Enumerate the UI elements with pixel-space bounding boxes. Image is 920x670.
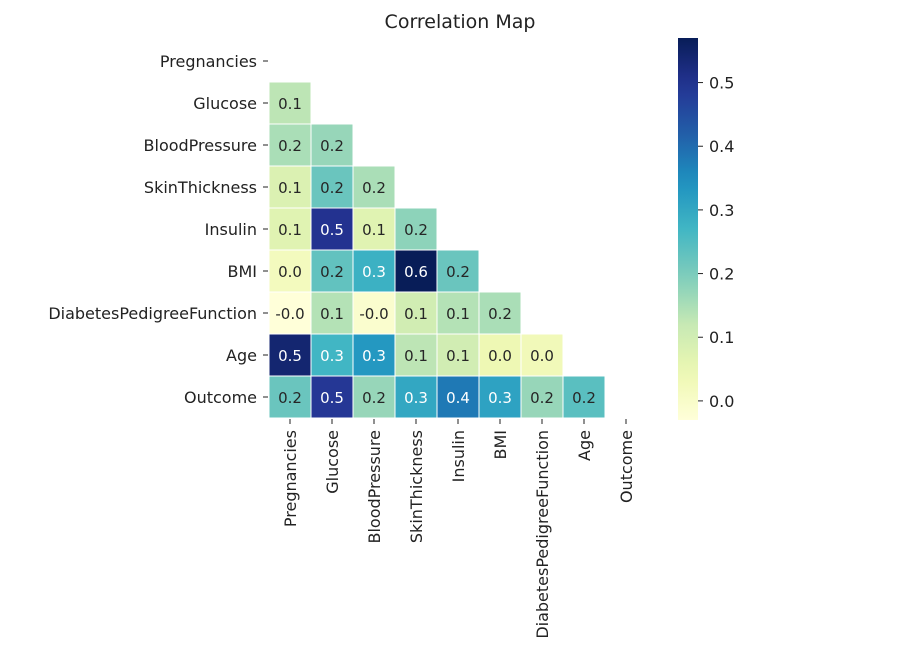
colorbar-tick-label: 0.5 bbox=[709, 74, 734, 93]
heatmap-cell bbox=[352, 165, 396, 209]
cell-value-label: 0.3 bbox=[404, 389, 428, 407]
heatmap-cell bbox=[394, 249, 438, 293]
heatmap-cell bbox=[436, 291, 480, 335]
cell-value-label: -0.0 bbox=[359, 305, 388, 323]
heatmap-cell bbox=[352, 291, 396, 335]
x-tick-label: Outcome bbox=[617, 430, 636, 503]
heatmap-cell bbox=[310, 249, 354, 293]
y-tick-label: Insulin bbox=[205, 220, 257, 239]
colorbar-tick-label: 0.0 bbox=[709, 392, 734, 411]
x-axis: Pregnancies Glucose BloodPressure SkinThick… bbox=[281, 419, 636, 639]
chart-title: Correlation Map bbox=[385, 11, 536, 33]
x-tick-label: Glucose bbox=[323, 430, 342, 494]
colorbar-tick-label: 0.2 bbox=[709, 265, 734, 284]
cell-value-label: 0.2 bbox=[488, 305, 512, 323]
heatmap-cell bbox=[478, 291, 522, 335]
cell-value-label: 0.5 bbox=[320, 221, 344, 239]
cell-value-label: 0.3 bbox=[320, 347, 344, 365]
heatmap-cell bbox=[268, 123, 312, 167]
y-tick-label: BMI bbox=[228, 262, 258, 281]
cell-value-label: 0.2 bbox=[446, 263, 470, 281]
colorbar-tick-label: 0.3 bbox=[709, 201, 734, 220]
heatmap-cell bbox=[268, 333, 312, 377]
y-axis: Pregnancies Glucose BloodPressure SkinThick… bbox=[48, 52, 268, 407]
heatmap-cell bbox=[394, 291, 438, 335]
x-tick-label: Insulin bbox=[449, 430, 468, 482]
heatmap-cell bbox=[520, 375, 564, 419]
heatmap-cell bbox=[310, 207, 354, 251]
heatmap-cell bbox=[310, 291, 354, 335]
cell-value-label: 0.1 bbox=[446, 305, 470, 323]
cell-value-label: 0.1 bbox=[362, 221, 386, 239]
colorbar-gradient bbox=[678, 38, 698, 420]
cell-value-label: 0.0 bbox=[278, 263, 302, 281]
cell-value-label: 0.2 bbox=[362, 389, 386, 407]
heatmap-cell bbox=[268, 291, 312, 335]
cell-value-label: 0.5 bbox=[278, 347, 302, 365]
cell-value-label: -0.0 bbox=[275, 305, 304, 323]
colorbar: 0.0 0.1 0.2 0.3 0.4 0.5 bbox=[678, 38, 734, 420]
cell-value-label: 0.1 bbox=[404, 305, 428, 323]
heatmap-cell bbox=[268, 375, 312, 419]
cell-value-label: 0.1 bbox=[320, 305, 344, 323]
cell-value-label: 0.2 bbox=[320, 179, 344, 197]
heatmap-cells bbox=[268, 81, 606, 419]
heatmap-cell bbox=[268, 81, 312, 125]
heatmap-cell bbox=[352, 375, 396, 419]
heatmap-cell bbox=[520, 333, 564, 377]
y-tick-label: Age bbox=[226, 346, 257, 365]
heatmap-cell bbox=[478, 375, 522, 419]
cell-value-label: 0.1 bbox=[404, 347, 428, 365]
y-tick-label: DiabetesPedigreeFunction bbox=[48, 304, 257, 323]
cell-value-label: 0.2 bbox=[278, 137, 302, 155]
x-tick-label: DiabetesPedigreeFunction bbox=[533, 430, 552, 639]
heatmap-cell bbox=[394, 207, 438, 251]
y-tick-label: Glucose bbox=[193, 94, 257, 113]
cell-value-label: 0.3 bbox=[362, 263, 386, 281]
y-tick-label: Pregnancies bbox=[160, 52, 257, 71]
cell-value-label: 0.0 bbox=[530, 347, 554, 365]
x-tick-label: SkinThickness bbox=[407, 430, 426, 543]
cell-value-label: 0.0 bbox=[488, 347, 512, 365]
cell-value-label: 0.2 bbox=[572, 389, 596, 407]
heatmap-cell bbox=[310, 333, 354, 377]
x-tick-label: Pregnancies bbox=[281, 430, 300, 527]
x-tick-label: BMI bbox=[491, 430, 510, 460]
cell-value-label: 0.1 bbox=[446, 347, 470, 365]
x-tick-label: Age bbox=[575, 430, 594, 461]
cell-value-label: 0.1 bbox=[278, 221, 302, 239]
y-tick-label: BloodPressure bbox=[144, 136, 257, 155]
colorbar-tick-label: 0.1 bbox=[709, 328, 734, 347]
cell-value-label: 0.1 bbox=[278, 179, 302, 197]
cell-value-label: 0.2 bbox=[278, 389, 302, 407]
cell-value-label: 0.2 bbox=[320, 263, 344, 281]
cell-value-label: 0.5 bbox=[320, 389, 344, 407]
x-tick-label: BloodPressure bbox=[365, 430, 384, 543]
heatmap-cell bbox=[478, 333, 522, 377]
cell-value-label: 0.3 bbox=[488, 389, 512, 407]
colorbar-tick-label: 0.4 bbox=[709, 137, 734, 156]
cell-value-label: 0.2 bbox=[530, 389, 554, 407]
cell-value-label: 0.2 bbox=[404, 221, 428, 239]
cell-value-label: 0.3 bbox=[362, 347, 386, 365]
cell-value-label: 0.2 bbox=[362, 179, 386, 197]
cell-value-label: 0.6 bbox=[404, 263, 428, 281]
cell-value-label: 0.1 bbox=[278, 95, 302, 113]
cell-value-label: 0.2 bbox=[320, 137, 344, 155]
cell-value-label: 0.4 bbox=[446, 389, 470, 407]
y-tick-label: SkinThickness bbox=[144, 178, 257, 197]
y-tick-label: Outcome bbox=[184, 388, 257, 407]
cell-value-labels: 0.1 0.2 0.2 0.1 0.2 0.2 0.1 0.5 0.1 0.2 0.0 0.2 0.3 0… bbox=[275, 95, 596, 407]
heatmap-cell bbox=[562, 375, 606, 419]
